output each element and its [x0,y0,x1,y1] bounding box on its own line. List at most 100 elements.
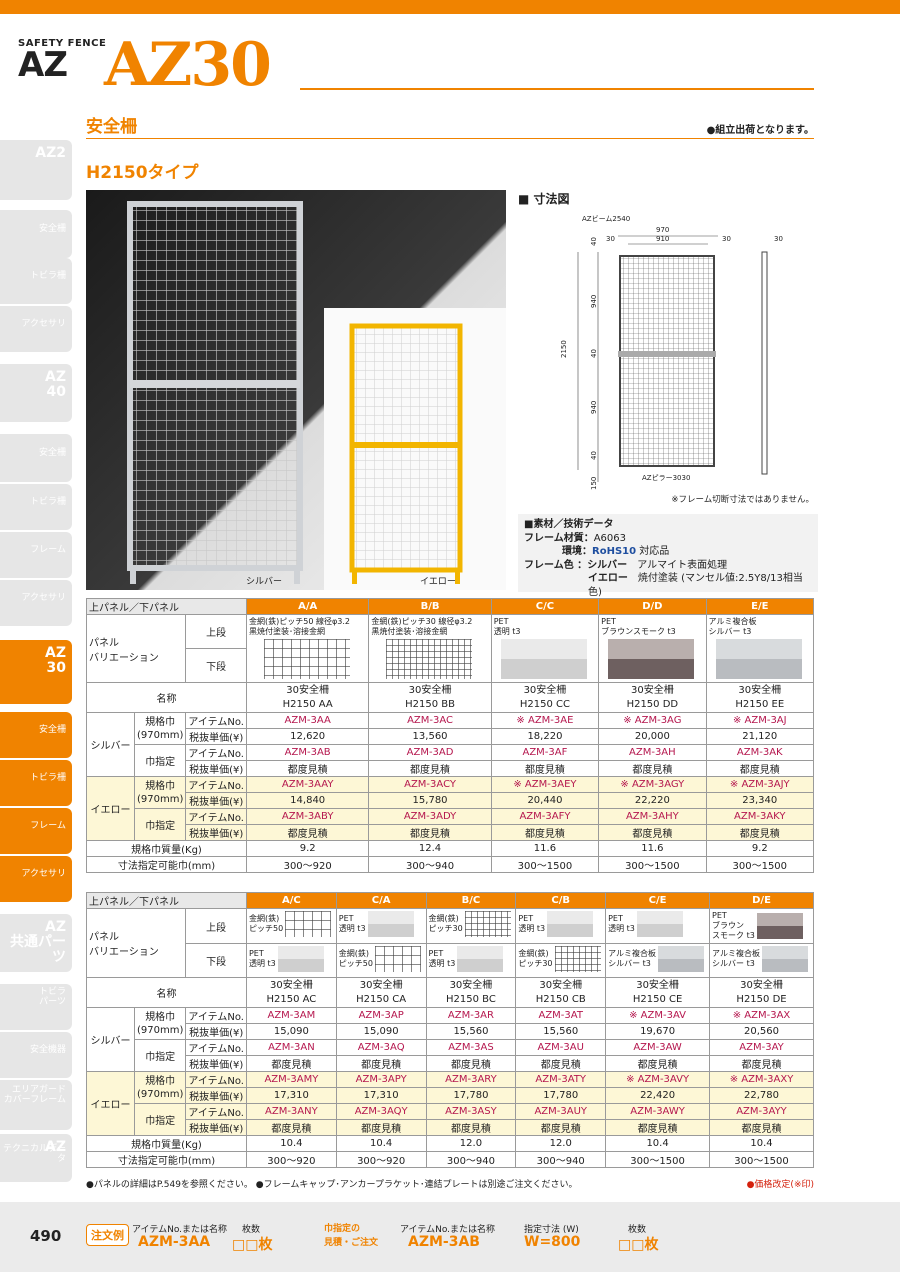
footer-label-qty: 枚数 [242,1225,261,1235]
range-value: 300～920 [335,1151,427,1168]
mass-value: 10.4 [335,1135,427,1152]
mass-value: 12.4 [368,840,492,857]
spec-width-label: 巾指定 [133,744,187,777]
sidebar-heading: AZ 30 [45,645,66,676]
price-table-1: 上パネル／下パネル A/A B/B C/C D/D E/E パネル バリエーション 上段 金網(鉄… [85,598,815,873]
spec-head: ■素材／技術データ [524,519,614,530]
item-number: AZM-3ADY [368,808,492,825]
col-code: D/E [709,892,814,909]
range-value: 300～1500 [709,1151,814,1168]
title-rule [300,88,814,90]
price: 都度見積 [425,1119,517,1136]
spec-env-value: 対応品 [639,546,670,557]
item-number: AZM-3AQ [335,1039,427,1056]
range-value: 300～940 [425,1151,517,1168]
item-number: ※ AZM-3AV [605,1007,711,1024]
sidebar-item-8[interactable]: アクセサリ [0,580,72,626]
price: 都度見積 [245,760,370,777]
dim-pillar: AZピラー3030 [642,474,690,482]
sidebar-item-17[interactable]: エリアガード カバーフレーム [0,1080,72,1130]
panel-desc: PET 透明 t3 [338,914,366,933]
dim-30b: 30 [722,235,731,243]
sidebar-item-13[interactable]: アクセサリ [0,856,72,902]
price: 22,220 [598,792,707,809]
spec-silver-label: シルバー [587,559,628,571]
swatch-panel [636,911,683,937]
sidebar-item-1[interactable]: 安全柵 [0,210,72,258]
price: 都度見積 [515,1119,607,1136]
price: 都度見積 [705,824,815,841]
range-value: 300～1500 [598,856,707,873]
swatch-panel [500,639,587,679]
sidebar-item-0[interactable]: AZ2 [0,140,72,200]
color-label: イエロー [86,776,135,841]
section-rule [86,138,814,139]
product-name: 30安全柵 H2150 DD [598,682,707,713]
sidebar-item-18[interactable]: AZ テクニカルデータ [0,1134,72,1182]
sidebar-item-4[interactable]: AZ 40 [0,364,72,422]
item-number: AZM-3ASY [425,1103,517,1120]
row-label: アイテムNo. [185,1039,247,1056]
dim-30c: 30 [774,235,783,243]
col-code: C/C [490,598,600,615]
sidebar-label: テクニカルデータ [2,1144,66,1164]
swatch-panel [715,639,802,679]
top-bar [0,0,900,14]
item-number: AZM-3AF [490,744,600,761]
price: 都度見積 [368,824,492,841]
mass-value: 10.4 [605,1135,711,1152]
sidebar-item-11[interactable]: トビラ柵 [0,760,72,806]
panel-desc: PET 透明 t3 [518,914,546,933]
sidebar-item-10[interactable]: 安全柵 [0,712,72,758]
item-number: AZM-3AH [598,744,707,761]
sidebar-item-14[interactable]: AZ 共通パーツ [0,914,72,972]
item-number: AZM-3AFY [490,808,600,825]
sidebar-item-16[interactable]: 安全機器 [0,1032,72,1078]
dim-40c: 40 [590,451,598,460]
price: 17,780 [425,1087,517,1104]
item-number: ※ AZM-3AX [709,1007,814,1024]
item-number: AZM-3AKY [705,808,815,825]
swatch-panel [367,911,414,937]
col-code: B/B [368,598,492,615]
price: 20,560 [709,1023,814,1040]
color-label: シルバー [86,1007,135,1072]
sidebar-item-5[interactable]: 安全柵 [0,434,72,482]
item-number: AZM-3AK [705,744,815,761]
name-label: 名称 [86,682,247,713]
price: 都度見積 [245,824,370,841]
price: 20,440 [490,792,600,809]
sidebar-item-12[interactable]: フレーム [0,808,72,854]
sidebar-item-2[interactable]: トビラ柵 [0,258,72,304]
sidebar-label: トビラ柵 [29,497,66,507]
panel-variant-lower: アルミ複合板 シルバー t3 [605,943,711,978]
col-code: A/C [245,892,337,909]
sidebar-label: トビラ パーツ [38,987,66,1007]
row-label: 税抜単価(¥) [185,728,247,745]
range-value: 300～1500 [705,856,815,873]
sidebar-item-3[interactable]: アクセサリ [0,306,72,352]
item-number: AZM-3ACY [368,776,492,793]
panel-variant-upper: PET 透明 t3 [515,908,607,944]
spec-env-label: 環境： [562,546,592,557]
sidebar-item-7[interactable]: フレーム [0,532,72,578]
item-number: AZM-3AUY [515,1103,607,1120]
price: 12,620 [245,728,370,745]
sidebar-heading: AZ2 [35,145,66,161]
item-number: AZM-3AS [425,1039,517,1056]
swatch-mesh [464,911,511,937]
panel-desc: 金網(鉄) ピッチ50 [248,914,284,933]
sidebar-item-6[interactable]: トビラ柵 [0,484,72,530]
sidebar-item-15[interactable]: トビラ パーツ [0,984,72,1030]
price: 15,780 [368,792,492,809]
mass-label: 規格巾質量(Kg) [86,840,247,857]
price: 都度見積 [368,760,492,777]
item-number: ※ AZM-3AGY [598,776,707,793]
row-label: アイテムNo. [185,712,247,729]
spec-box: ■素材／技術データ フレーム材質：A6063 環境：RoHS10 対応品 フレー… [518,514,818,598]
sidebar-item-9[interactable]: AZ 30 [0,640,72,704]
upper-label: 上段 [185,614,247,649]
item-number: ※ AZM-3AVY [605,1071,711,1088]
spec-frame-label: フレーム材質： [524,532,594,544]
sidebar-label: アクセサリ [21,869,66,879]
